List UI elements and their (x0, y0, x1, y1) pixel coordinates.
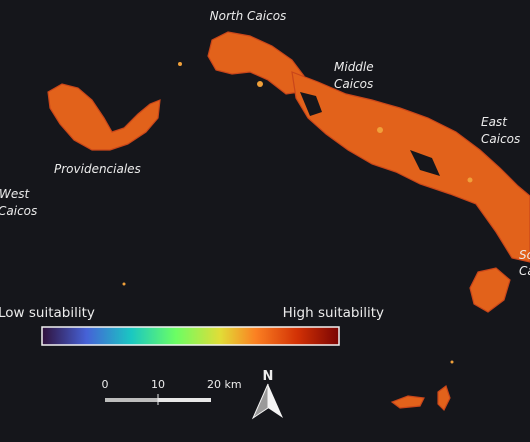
scale-label: 10 (151, 378, 165, 391)
north-label: N (263, 369, 274, 384)
place-label: Caicos (334, 77, 373, 91)
cay (178, 62, 182, 66)
island (47, 83, 161, 151)
texture (257, 81, 263, 87)
lagoon (300, 92, 322, 116)
scale-label: 20 km (207, 378, 242, 391)
island (207, 31, 305, 95)
color-ramp (41, 326, 340, 346)
legend: Low suitability High suitability (0, 305, 384, 346)
legend-high: High suitability (283, 305, 384, 321)
texture (467, 177, 473, 183)
place-label: Providenciales (54, 162, 141, 176)
island (291, 71, 530, 263)
scale-label: 0 (102, 378, 109, 391)
place-label: Caicos (481, 132, 520, 146)
scale-segment (105, 398, 158, 402)
island (469, 267, 511, 313)
place-label: East (481, 115, 508, 129)
place-labels: North Caicos Middle Caicos East Caicos P… (0, 9, 530, 278)
scale-bar: 0 10 20 km (102, 378, 242, 405)
legend-low: Low suitability (0, 305, 95, 321)
place-label: Ca (519, 264, 530, 278)
place-label: West (0, 187, 31, 201)
place-label: Caicos (0, 204, 37, 218)
scale-segment (158, 398, 211, 402)
arrow-right (268, 384, 283, 418)
texture (377, 127, 383, 133)
island (437, 385, 451, 412)
place-label: North Caicos (210, 9, 287, 23)
north-arrow: N (251, 369, 283, 420)
place-label: So (519, 248, 530, 262)
lagoon (410, 150, 440, 176)
place-label: Middle (334, 60, 374, 74)
island (390, 395, 425, 409)
cay (122, 282, 126, 286)
arrow-left (251, 383, 269, 420)
cay (450, 360, 454, 364)
islands (47, 31, 530, 412)
